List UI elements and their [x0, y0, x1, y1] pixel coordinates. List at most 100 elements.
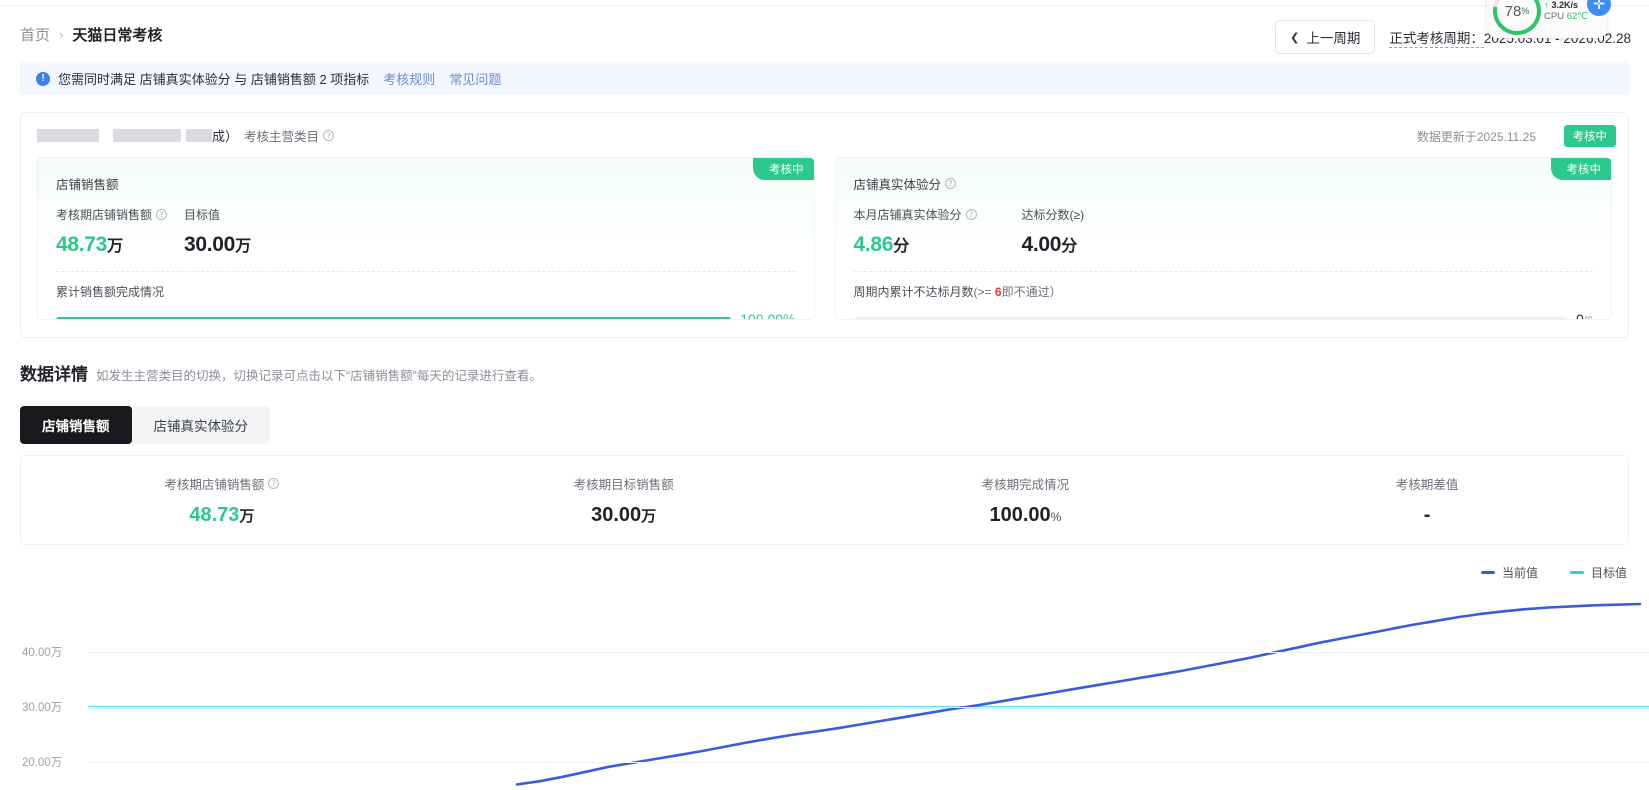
panel-col-label: 考核期店铺销售额 ?	[56, 206, 184, 223]
legend-label: 当前值	[1501, 566, 1538, 580]
panel-col-unit: 分	[1061, 238, 1077, 255]
metric-panels: 考核中 店铺销售额 考核期店铺销售额 ? 48.73万	[21, 157, 1628, 320]
stat-label: 考核期完成情况	[982, 474, 1070, 493]
panel-title-text: 店铺销售额	[56, 178, 119, 192]
stat-value: 48.73万	[189, 504, 254, 527]
panel-col-unit: 万	[235, 238, 251, 255]
panel-progress-label-text: 累计销售额完成情况	[56, 285, 165, 299]
progress-track	[853, 316, 1568, 319]
panel-col-target: 达标分数(≥) 4.00分	[1022, 206, 1172, 257]
sales-trend-chart: 当前值 目标值 40.00万 30.00万 20.00万	[0, 556, 1649, 790]
stat-label: 考核期目标销售额	[574, 474, 674, 493]
stat-number: 48.73	[189, 503, 240, 526]
upload-arrow-icon: ↑	[1544, 0, 1549, 10]
rules-link[interactable]: 考核规则	[383, 72, 436, 87]
network-speed-value: 3.2K/s	[1551, 0, 1579, 10]
panel-status-ribbon: 考核中	[753, 158, 814, 180]
shop-name-suffix: 成）	[212, 128, 239, 144]
stat-number: -	[1423, 503, 1431, 526]
chart-current-series-line	[515, 602, 1642, 786]
stat-unit: %	[1050, 509, 1062, 524]
breadcrumb-home[interactable]: 首页	[20, 27, 51, 44]
panel-col-unit: 分	[893, 238, 909, 255]
stat-period-sales: 考核期店铺销售额 ? 48.73万	[21, 474, 423, 527]
panel-col-label: 目标值	[184, 206, 334, 223]
progress-value: 0/6	[1576, 311, 1593, 320]
prev-period-label: 上一周期	[1306, 31, 1361, 46]
shop-name-masked: 成）	[37, 126, 238, 145]
top-divider	[0, 0, 1649, 6]
panel-divider	[853, 271, 1593, 272]
help-icon[interactable]: ?	[965, 209, 977, 220]
cpu-label: CPU	[1544, 10, 1565, 22]
panel-progress-label: 周期内累计不达标月数(>= 6即不通过）	[854, 283, 1594, 300]
progress-track	[56, 316, 732, 319]
help-icon[interactable]: ?	[945, 178, 957, 189]
chart-legend: 当前值 目标值	[1480, 564, 1627, 581]
panel-status-ribbon: 考核中	[1550, 158, 1611, 180]
stat-period-gap: 考核期差值 -	[1226, 474, 1628, 527]
y-axis-tick-label: 30.00万	[22, 702, 63, 715]
cpu-temperature: CPU 62℃	[1544, 11, 1588, 24]
help-icon[interactable]: ?	[156, 209, 168, 220]
cpu-usage-ring: 78%	[1493, 0, 1541, 35]
cpu-temp-value: 62℃	[1566, 10, 1588, 22]
prev-period-button[interactable]: ❮ 上一周期	[1275, 20, 1376, 54]
stat-period-target: 考核期目标销售额 30.00万	[423, 474, 825, 527]
legend-item-current[interactable]: 当前值	[1480, 564, 1538, 581]
panel-title-text: 店铺真实体验分	[853, 178, 942, 192]
chart-gridline	[88, 707, 1649, 709]
stat-number: 100.00	[989, 503, 1051, 526]
panel-title: 店铺销售额	[56, 174, 796, 193]
tab-store-sales[interactable]: 店铺销售额	[20, 406, 132, 444]
legend-item-target[interactable]: 目标值	[1569, 564, 1627, 581]
panel-progress-row: 0/6	[853, 311, 1593, 320]
panel-col-number: 4.00	[1021, 233, 1062, 256]
panel-progress-paren: (>=	[973, 285, 992, 299]
stat-label-text: 考核期差值	[1395, 477, 1459, 492]
progress-fill	[56, 316, 732, 319]
help-icon[interactable]: ?	[323, 129, 335, 141]
panel-col-label: 达标分数(≥)	[1022, 206, 1172, 223]
panel-col-number: 30.00	[184, 233, 236, 256]
page-title: 数据详情	[20, 365, 88, 384]
redacted-block	[37, 128, 99, 142]
panel-progress-label: 累计销售额完成情况	[56, 283, 796, 300]
stat-value: 100.00%	[989, 504, 1061, 527]
info-icon: !	[36, 71, 50, 86]
assessment-card: 成） 考核主营类目 ? 数据更新于2025.11.25 考核中 考核中 店铺销售…	[20, 112, 1629, 338]
panel-col-value: 30.00万	[184, 232, 334, 257]
stat-unit: 万	[641, 507, 657, 525]
stats-summary: 考核期店铺销售额 ? 48.73万 考核期目标销售额 30.00万 考核期完成情…	[20, 455, 1629, 545]
panel-title: 店铺真实体验分 ?	[854, 174, 1594, 193]
panel-col-label-text: 本月店铺真实体验分	[853, 208, 962, 222]
panel-values: 本月店铺真实体验分 ? 4.86分 达标分数(≥) 4.00分	[854, 206, 1594, 257]
y-axis-tick-label: 20.00万	[22, 757, 63, 770]
main-category-label: 考核主营类目 ?	[244, 126, 335, 145]
stat-label-text: 考核期完成情况	[981, 477, 1070, 492]
add-widget-icon[interactable]: ✛	[1587, 0, 1611, 16]
breadcrumb: 首页 › 天猫日常考核	[20, 24, 162, 45]
faq-link[interactable]: 常见问题	[449, 72, 502, 87]
help-icon[interactable]: ?	[268, 477, 280, 489]
panel-col-label-text: 考核期店铺销售额	[56, 208, 153, 222]
metric-panel-experience: 考核中 店铺真实体验分 ? 本月店铺真实体验分 ? 4.86分	[834, 157, 1612, 320]
stat-label-text: 考核期店铺销售额	[164, 477, 265, 492]
panel-col-number: 4.86	[853, 233, 894, 256]
tab-experience-score[interactable]: 店铺真实体验分	[153, 419, 249, 434]
detail-tabs: 店铺销售额 店铺真实体验分	[20, 406, 270, 444]
system-monitor-overlay[interactable]: 78% ↑ 3.2K/s CPU 62℃ ✛	[1487, 0, 1611, 38]
status-badge: 考核中	[1563, 125, 1616, 147]
breadcrumb-separator-icon: ›	[59, 27, 64, 42]
legend-label: 目标值	[1590, 566, 1627, 580]
redacted-block	[113, 128, 181, 142]
panel-col-label-text: 达标分数(≥)	[1021, 208, 1085, 222]
stat-label-text: 考核期目标销售额	[573, 477, 674, 492]
stat-value: -	[1424, 504, 1431, 527]
breadcrumb-current: 天猫日常考核	[72, 27, 163, 44]
system-monitor-readouts: ↑ 3.2K/s CPU 62℃	[1544, 0, 1588, 23]
assessment-card-header: 成） 考核主营类目 ? 数据更新于2025.11.25 考核中	[21, 113, 1628, 157]
panel-col-label-text: 目标值	[184, 208, 221, 222]
panel-values: 考核期店铺销售额 ? 48.73万 目标值 30.00万	[56, 206, 796, 257]
stat-period-completion: 考核期完成情况 100.00%	[825, 474, 1227, 527]
